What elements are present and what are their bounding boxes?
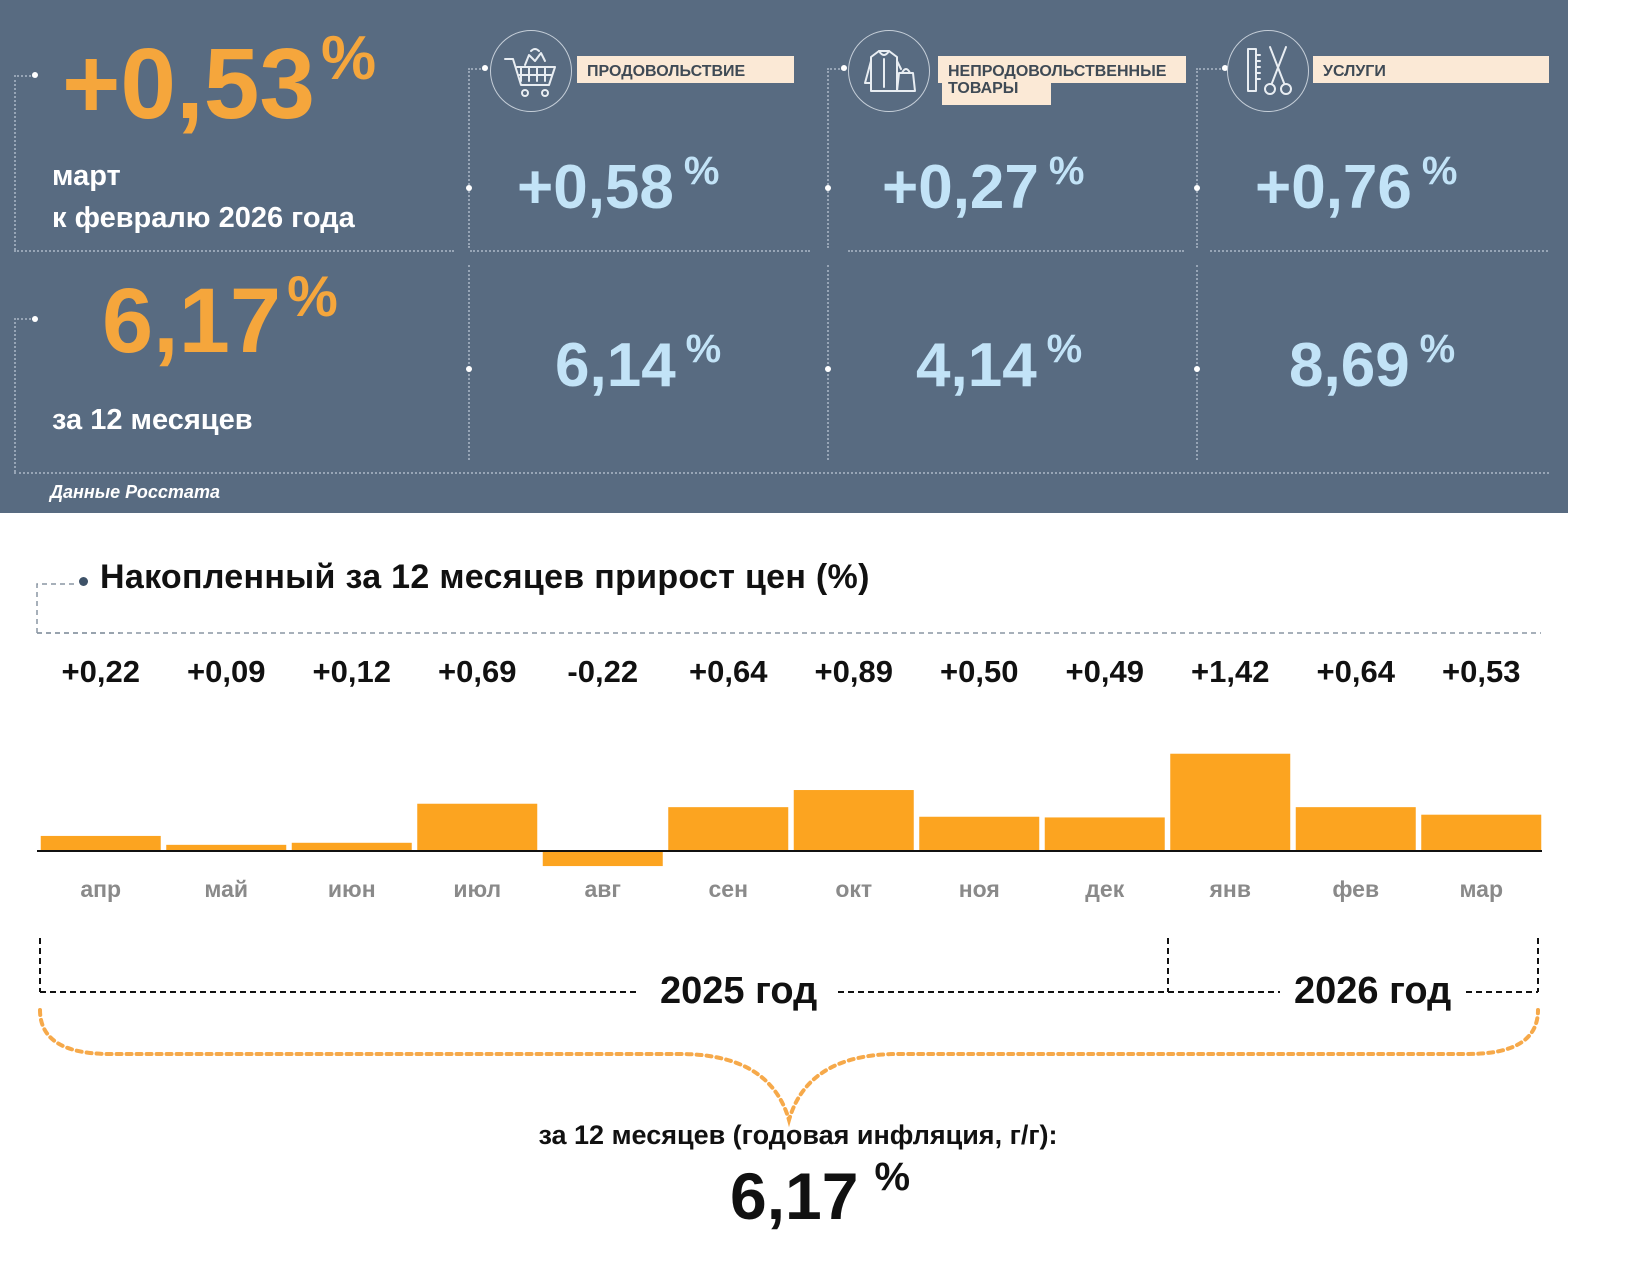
clothes-icon <box>848 30 930 112</box>
bar-сен <box>668 807 789 851</box>
bullet-dot <box>466 185 472 191</box>
bar-июн <box>291 842 412 851</box>
bar-фев <box>1295 807 1416 851</box>
bullet-dot <box>466 366 472 372</box>
x-tick-мар: мар <box>1459 876 1503 902</box>
frame-line <box>14 318 16 472</box>
bar-дек <box>1044 817 1165 851</box>
bar-мар <box>1421 814 1542 851</box>
column-divider <box>1196 265 1198 460</box>
bar-июл <box>417 803 538 851</box>
x-tick-фев: фев <box>1332 876 1379 902</box>
x-tick-сен: сен <box>709 876 748 902</box>
bullet-dot <box>32 72 38 78</box>
year-label-2026: 2026 год <box>1280 972 1466 1010</box>
data-label-май: +0,09 <box>187 654 265 689</box>
category-label-nonfood: НЕПРОДОВОЛЬСТВЕННЫЕ <box>938 56 1186 83</box>
monthly-label-line1: март <box>52 160 121 192</box>
bullet-dot <box>1222 65 1228 71</box>
frame-line <box>468 68 484 70</box>
data-label-апр: +0,22 <box>62 654 140 689</box>
x-tick-июн: июн <box>328 876 376 902</box>
shopping-cart-icon <box>490 30 572 112</box>
bullet-dot <box>1194 185 1200 191</box>
bullet-dot <box>841 65 847 71</box>
food-monthly-value: +0,58% <box>517 149 720 222</box>
bar-ноя <box>919 816 1040 851</box>
column-divider <box>827 68 829 248</box>
bar-май <box>166 844 287 851</box>
column-divider <box>1196 68 1198 248</box>
annual-summary-value: 6,17% <box>730 1155 911 1233</box>
column-divider <box>468 68 470 248</box>
row-divider <box>1210 250 1548 252</box>
frame-line <box>14 318 34 320</box>
x-tick-дек: дек <box>1085 876 1124 902</box>
category-label-services: УСЛУГИ <box>1313 56 1549 83</box>
annual-summary-label: за 12 месяцев (годовая инфляция, г/г): <box>538 1120 1058 1150</box>
monthly-inflation-bar-chart: +0,22 апр +0,09 май +0,12 июн +0,69 июл -0,22 авг… <box>37 654 1542 902</box>
inflation-summary-panel: +0,53% март к февралю 2026 года 6,17% за… <box>0 0 1568 513</box>
food-annual-value: 6,14% <box>555 327 722 400</box>
column-divider <box>468 265 470 460</box>
title-bullet <box>79 577 88 586</box>
data-label-мар: +0,53 <box>1442 654 1520 689</box>
x-tick-янв: янв <box>1209 876 1251 902</box>
x-tick-ноя: ноя <box>959 876 1000 902</box>
data-label-фев: +0,64 <box>1317 654 1396 689</box>
services-annual-value: 8,69% <box>1289 327 1456 400</box>
frame-line <box>827 68 843 70</box>
title-connector <box>36 583 120 634</box>
data-source-note: Данные Росстата <box>50 482 220 502</box>
annual-inflation-value: 6,17% <box>102 265 338 372</box>
x-tick-окт: окт <box>835 876 872 902</box>
monthly-label-line2: к февралю 2026 года <box>52 202 355 234</box>
scissors-comb-icon <box>1227 30 1309 112</box>
frame-line <box>1196 68 1224 70</box>
monthly-inflation-value: +0,53% <box>62 23 377 140</box>
frame-line <box>14 250 454 252</box>
nonfood-monthly-value: +0,27% <box>882 149 1085 222</box>
row-divider <box>470 250 810 252</box>
bar-авг <box>542 851 663 867</box>
data-label-окт: +0,89 <box>815 654 893 689</box>
year-label-2025: 2025 год <box>646 972 832 1010</box>
data-label-сен: +0,64 <box>689 654 768 689</box>
row-divider <box>848 250 1184 252</box>
data-label-июн: +0,12 <box>313 654 391 689</box>
bullet-dot <box>1194 366 1200 372</box>
bullet-dot <box>825 185 831 191</box>
data-label-авг: -0,22 <box>567 654 638 689</box>
bullet-dot <box>482 65 488 71</box>
column-divider <box>827 265 829 460</box>
annual-label: за 12 месяцев <box>52 404 253 436</box>
nonfood-annual-value: 4,14% <box>916 327 1083 400</box>
data-label-янв: +1,42 <box>1191 654 1269 689</box>
data-label-дек: +0,49 <box>1066 654 1144 689</box>
frame-line <box>14 75 34 77</box>
bar-окт <box>793 790 914 851</box>
year-bracket <box>38 938 1540 1128</box>
x-tick-апр: апр <box>80 876 121 902</box>
x-tick-май: май <box>204 876 248 902</box>
category-label-food: ПРОДОВОЛЬСТВИЕ <box>577 56 794 83</box>
bar-апр <box>40 835 161 851</box>
title-underline <box>37 632 1541 634</box>
bullet-dot <box>825 366 831 372</box>
x-tick-июл: июл <box>453 876 501 902</box>
x-tick-авг: авг <box>584 876 621 902</box>
bullet-dot <box>32 316 38 322</box>
chart-title: Накопленный за 12 месяцев прирост цен (%… <box>100 558 870 596</box>
data-label-ноя: +0,50 <box>940 654 1018 689</box>
frame-line <box>14 472 1549 474</box>
bar-янв <box>1170 753 1291 851</box>
frame-line <box>14 75 16 250</box>
data-label-июл: +0,69 <box>438 654 516 689</box>
services-monthly-value: +0,76% <box>1255 149 1458 222</box>
category-label-nonfood-line2: ТОВАРЫ <box>942 79 1051 105</box>
